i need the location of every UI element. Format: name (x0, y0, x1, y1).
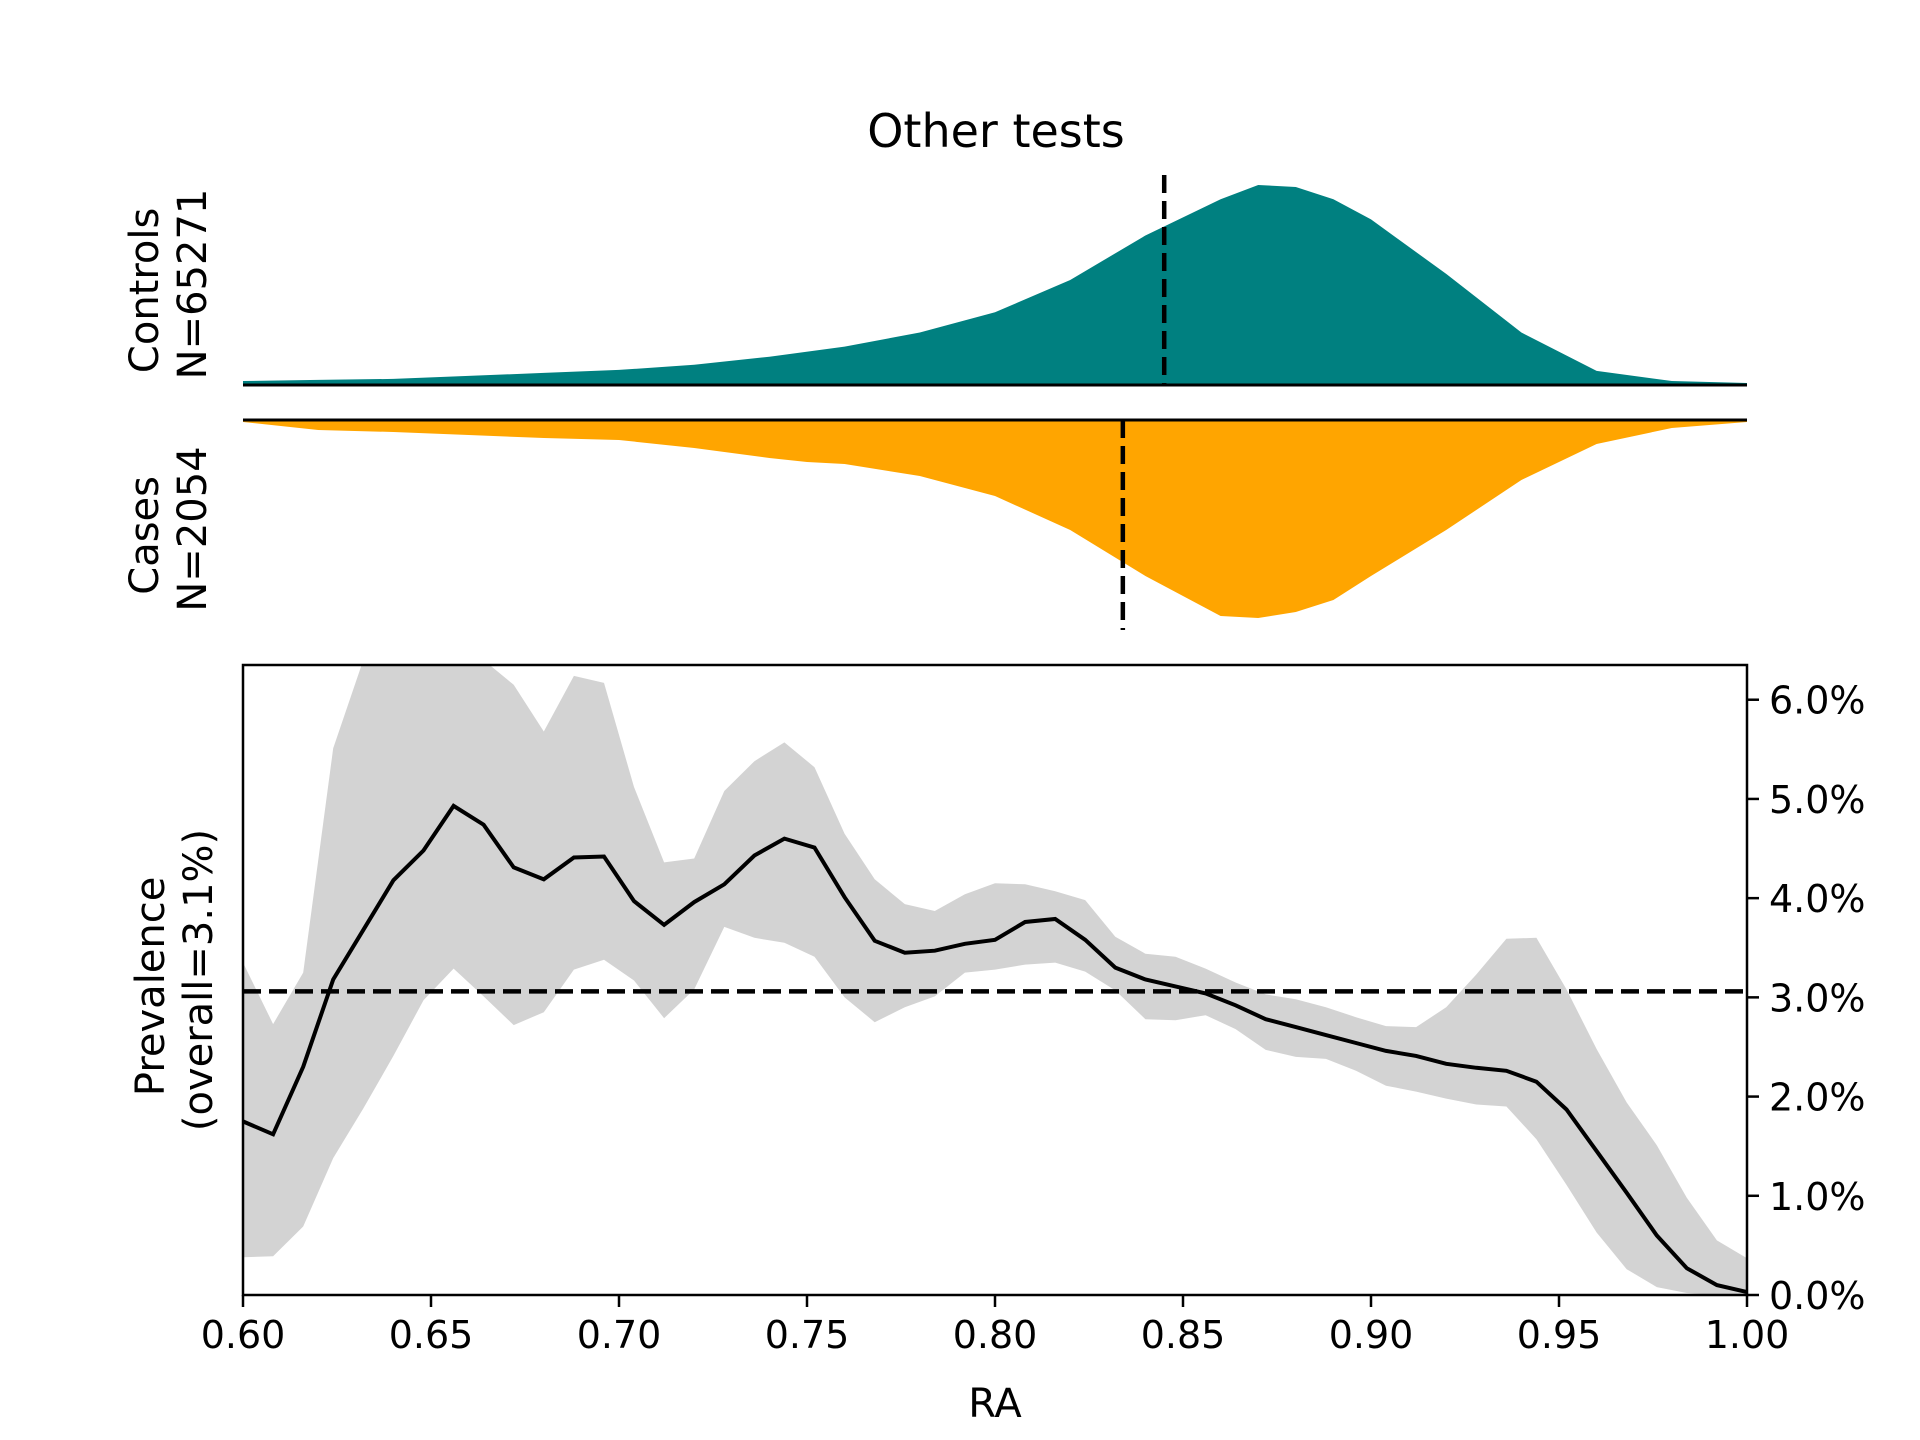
x-tick-label: 0.60 (201, 1313, 286, 1357)
y-tick-label: 2.0% (1769, 1076, 1866, 1120)
x-tick-label: 0.85 (1141, 1313, 1226, 1357)
controls-density-area (243, 185, 1747, 385)
y-tick-label: 3.0% (1769, 976, 1866, 1020)
cases-label-line2: N=2054 (170, 446, 216, 611)
x-tick-label: 1.00 (1705, 1313, 1790, 1357)
y-tick-label: 6.0% (1769, 679, 1866, 723)
x-tick-label: 0.65 (389, 1313, 474, 1357)
cases-label: Cases N=2054 (122, 446, 216, 611)
cases-label-line1: Cases (122, 476, 168, 595)
x-axis-label: RA (968, 1381, 1022, 1427)
prevalence-line (243, 803, 1747, 1294)
x-tick-label: 0.80 (953, 1313, 1038, 1357)
y-axis-ticks: 0.0% 1.0% 2.0% 3.0% 4.0% 5.0% 6.0% (1747, 679, 1866, 1318)
x-axis-ticks: 0.60 0.65 0.70 0.75 0.80 0.85 0.90 0.95 1.00 (201, 1295, 1790, 1357)
cases-panel: Cases N=2054 (122, 418, 1747, 630)
prevalence-label-line2: (overall=3.1%) (176, 829, 222, 1131)
y-tick-label: 4.0% (1769, 877, 1866, 921)
cases-density-area (243, 420, 1747, 618)
y-tick-label: 1.0% (1769, 1175, 1866, 1219)
controls-label-line1: Controls (122, 208, 168, 373)
prevalence-label: Prevalence (overall=3.1%) (128, 829, 222, 1131)
x-tick-label: 0.95 (1517, 1313, 1602, 1357)
chart-title: Other tests (867, 104, 1125, 158)
x-tick-label: 0.70 (577, 1313, 662, 1357)
prevalence-label-line1: Prevalence (128, 877, 174, 1096)
controls-label-line2: N=65271 (170, 189, 216, 380)
y-tick-label: 0.0% (1769, 1274, 1866, 1318)
controls-label: Controls N=65271 (122, 189, 216, 380)
x-tick-label: 0.90 (1329, 1313, 1414, 1357)
y-tick-label: 5.0% (1769, 778, 1866, 822)
confidence-band (243, 665, 1747, 1295)
controls-panel: Controls N=65271 (122, 175, 1747, 387)
x-tick-label: 0.75 (765, 1313, 850, 1357)
prevalence-panel: 0.60 0.65 0.70 0.75 0.80 0.85 0.90 0.95 1.00 0.0… (128, 663, 1866, 1427)
